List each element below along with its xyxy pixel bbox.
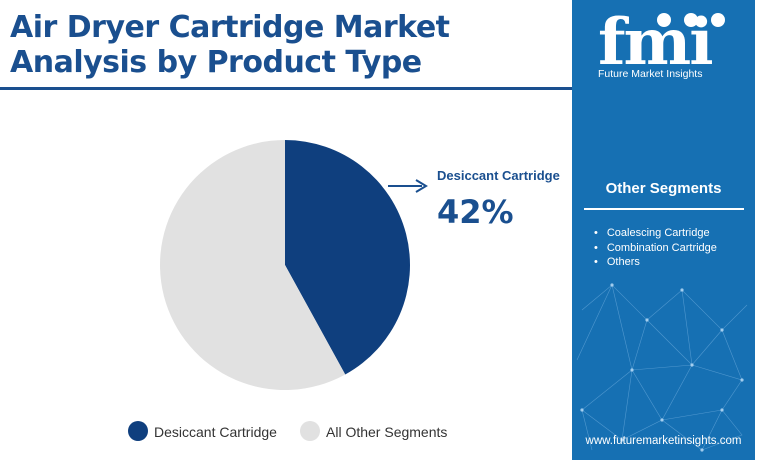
bottom-strip [0, 455, 572, 460]
pie-slice-desiccant-cartridge [285, 140, 410, 375]
callout-label: Desiccant Cartridge [437, 168, 560, 183]
title-divider [0, 87, 572, 90]
callout-value: 42% [437, 193, 514, 231]
other-segments-heading: Other Segments [605, 180, 722, 197]
callout-arrow-head [415, 179, 428, 193]
website-url: www.futuremarketinsights.com [585, 435, 742, 447]
legend-swatch-other [300, 421, 320, 441]
brand-name: Future Market Insights [598, 68, 703, 80]
legend-label-other: All Other Segments [326, 424, 448, 440]
other-segment-item: Coalescing Cartridge [594, 226, 717, 241]
sidebar-panel: fmi Future Market Insights Other Segment… [572, 0, 755, 460]
network-pattern-decoration [576, 283, 748, 452]
other-segments-divider [584, 208, 744, 210]
pie-chart [159, 140, 428, 390]
other-segments-list: Coalescing Cartridge Combination Cartrid… [594, 226, 717, 270]
fmi-logo: fmi [598, 8, 725, 80]
other-segment-item: Combination Cartridge [594, 241, 717, 256]
legend-swatch-desiccant [128, 421, 148, 441]
pie-chart-area [0, 92, 572, 402]
pie-slice-all-other-segments [159, 140, 346, 390]
legend-label-desiccant: Desiccant Cartridge [154, 424, 277, 440]
page-title: Air Dryer Cartridge Market Analysis by P… [10, 10, 450, 80]
other-segment-item: Others [594, 255, 717, 270]
